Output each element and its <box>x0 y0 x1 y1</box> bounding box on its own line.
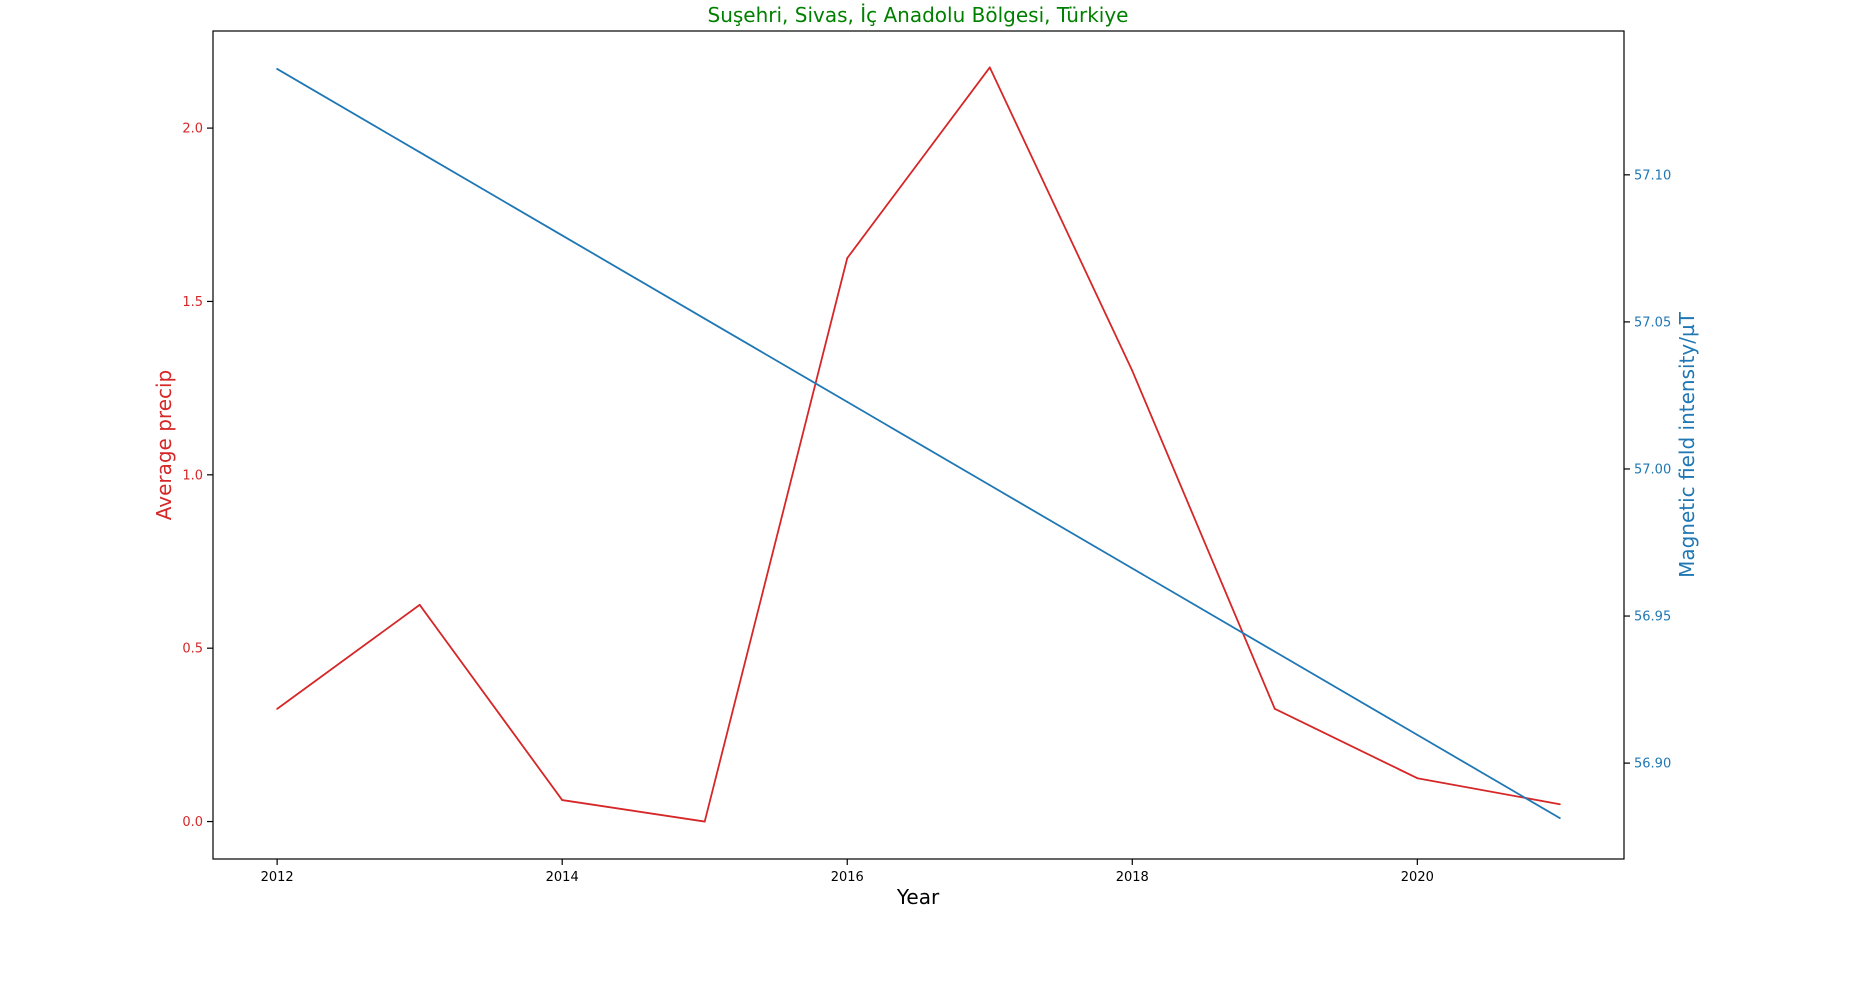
x-axis-ticks: 2012 2014 2016 2018 2020 <box>261 859 1434 885</box>
magnetic-data-point <box>1558 817 1561 820</box>
precip-data-point <box>1273 707 1276 710</box>
left-y-tick-label: 1.0 <box>182 468 203 483</box>
magnetic-data-point <box>418 151 421 154</box>
x-tick-label: 2018 <box>1116 870 1149 885</box>
magnetic-data-point <box>988 484 991 487</box>
magnetic-data-point <box>276 68 279 70</box>
left-y-tick-label: 0.5 <box>182 642 203 657</box>
right-y-tick-label: 57.00 <box>1634 462 1671 477</box>
x-tick-label: 2020 <box>1401 870 1434 885</box>
precip-series-line <box>276 66 1561 823</box>
left-y-tick-label: 2.0 <box>182 122 203 137</box>
magnetic-data-point <box>1273 650 1276 653</box>
magnetic-data-point <box>561 234 564 237</box>
magnetic-data-point <box>1131 567 1134 570</box>
precip-data-point <box>846 257 849 260</box>
left-y-axis-ticks: 0.0 0.5 1.0 1.5 2.0 <box>182 122 213 830</box>
precip-data-point <box>418 603 421 606</box>
precip-data-point <box>703 820 706 823</box>
left-y-tick-label: 0.0 <box>182 815 203 830</box>
magnetic-data-point <box>703 317 706 320</box>
magnetic-series-line <box>276 68 1561 819</box>
x-tick-label: 2012 <box>261 870 294 885</box>
x-axis-label: Year <box>896 885 940 909</box>
x-tick-label: 2014 <box>546 870 579 885</box>
series-lines <box>276 66 1561 823</box>
precip-data-point <box>276 707 279 710</box>
right-y-axis-ticks: 56.90 56.95 57.00 57.05 57.10 <box>1624 168 1671 772</box>
right-y-tick-label: 57.05 <box>1634 315 1671 330</box>
precip-data-point <box>1558 803 1561 806</box>
precip-data-point <box>561 799 564 801</box>
magnetic-data-point <box>1416 733 1419 736</box>
precip-data-point <box>1416 777 1419 780</box>
right-y-axis-label: Magnetic field intensity/µT <box>1675 311 1699 578</box>
right-y-tick-label: 56.90 <box>1634 757 1671 772</box>
chart-title: Suşehri, Sivas, İç Anadolu Bölgesi, Türk… <box>708 3 1129 27</box>
precip-data-point <box>1131 369 1134 372</box>
precip-data-point <box>988 66 991 69</box>
left-y-tick-label: 1.5 <box>182 295 203 310</box>
x-tick-label: 2016 <box>831 870 864 885</box>
magnetic-data-point <box>846 401 849 403</box>
right-y-tick-label: 56.95 <box>1634 610 1671 625</box>
left-y-axis-label: Average precip <box>152 370 176 521</box>
right-y-tick-label: 57.10 <box>1634 168 1671 183</box>
